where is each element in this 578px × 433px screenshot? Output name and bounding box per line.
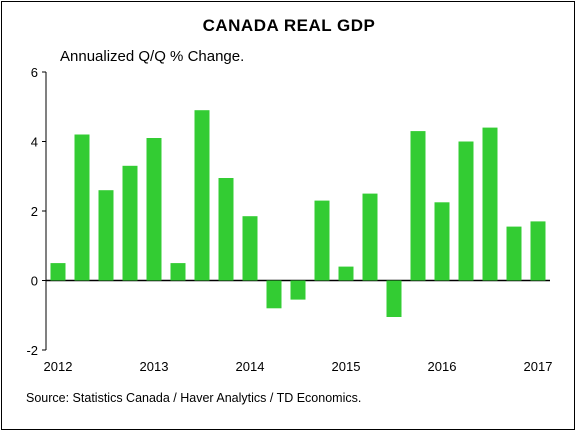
y-tick-label: -2 bbox=[26, 343, 38, 358]
bar-2015Q4 bbox=[410, 131, 426, 281]
bar-2015Q1 bbox=[338, 266, 354, 281]
chart-bars bbox=[50, 110, 546, 317]
chart-axes bbox=[42, 71, 550, 351]
bar-2016Q4 bbox=[506, 226, 522, 281]
y-tick-label: 0 bbox=[31, 274, 38, 289]
x-tick-label: 2012 bbox=[44, 359, 73, 374]
bar-2014Q4 bbox=[314, 200, 330, 281]
bar-2013Q4 bbox=[218, 178, 234, 281]
bar-2014Q3 bbox=[290, 280, 306, 300]
bar-2016Q2 bbox=[458, 141, 474, 281]
bar-2015Q2 bbox=[362, 193, 378, 281]
bar-2014Q2 bbox=[266, 280, 282, 309]
bar-2012Q2 bbox=[74, 134, 90, 281]
bar-2012Q4 bbox=[122, 165, 138, 281]
bar-2015Q3 bbox=[386, 280, 402, 317]
bar-2017Q1 bbox=[530, 221, 546, 281]
bar-2013Q1 bbox=[146, 138, 162, 281]
chart-subtitle: Annualized Q/Q % Change. bbox=[60, 48, 245, 65]
chart-title: CANADA REAL GDP bbox=[202, 16, 376, 35]
y-tick-label: 6 bbox=[31, 65, 38, 80]
bar-2012Q3 bbox=[98, 190, 114, 281]
x-tick-label: 2017 bbox=[524, 359, 553, 374]
bar-2016Q1 bbox=[434, 202, 450, 281]
x-tick-label: 2015 bbox=[332, 359, 361, 374]
chart-source: Source: Statistics Canada / Haver Analyt… bbox=[26, 391, 362, 405]
y-tick-label: 4 bbox=[31, 135, 38, 150]
y-tick-label: 2 bbox=[31, 204, 38, 219]
x-tick-label: 2014 bbox=[236, 359, 265, 374]
x-tick-label: 2013 bbox=[140, 359, 169, 374]
bar-2013Q2 bbox=[170, 263, 186, 281]
bar-2013Q3 bbox=[194, 110, 210, 281]
x-tick-label: 2016 bbox=[428, 359, 457, 374]
bar-2014Q1 bbox=[242, 216, 258, 281]
chart-ticks: -2 0 2 4 6 2012 2013 2014 2015 2016 2017 bbox=[26, 65, 552, 374]
bar-2016Q3 bbox=[482, 127, 498, 281]
bar-2012Q1 bbox=[50, 263, 66, 281]
